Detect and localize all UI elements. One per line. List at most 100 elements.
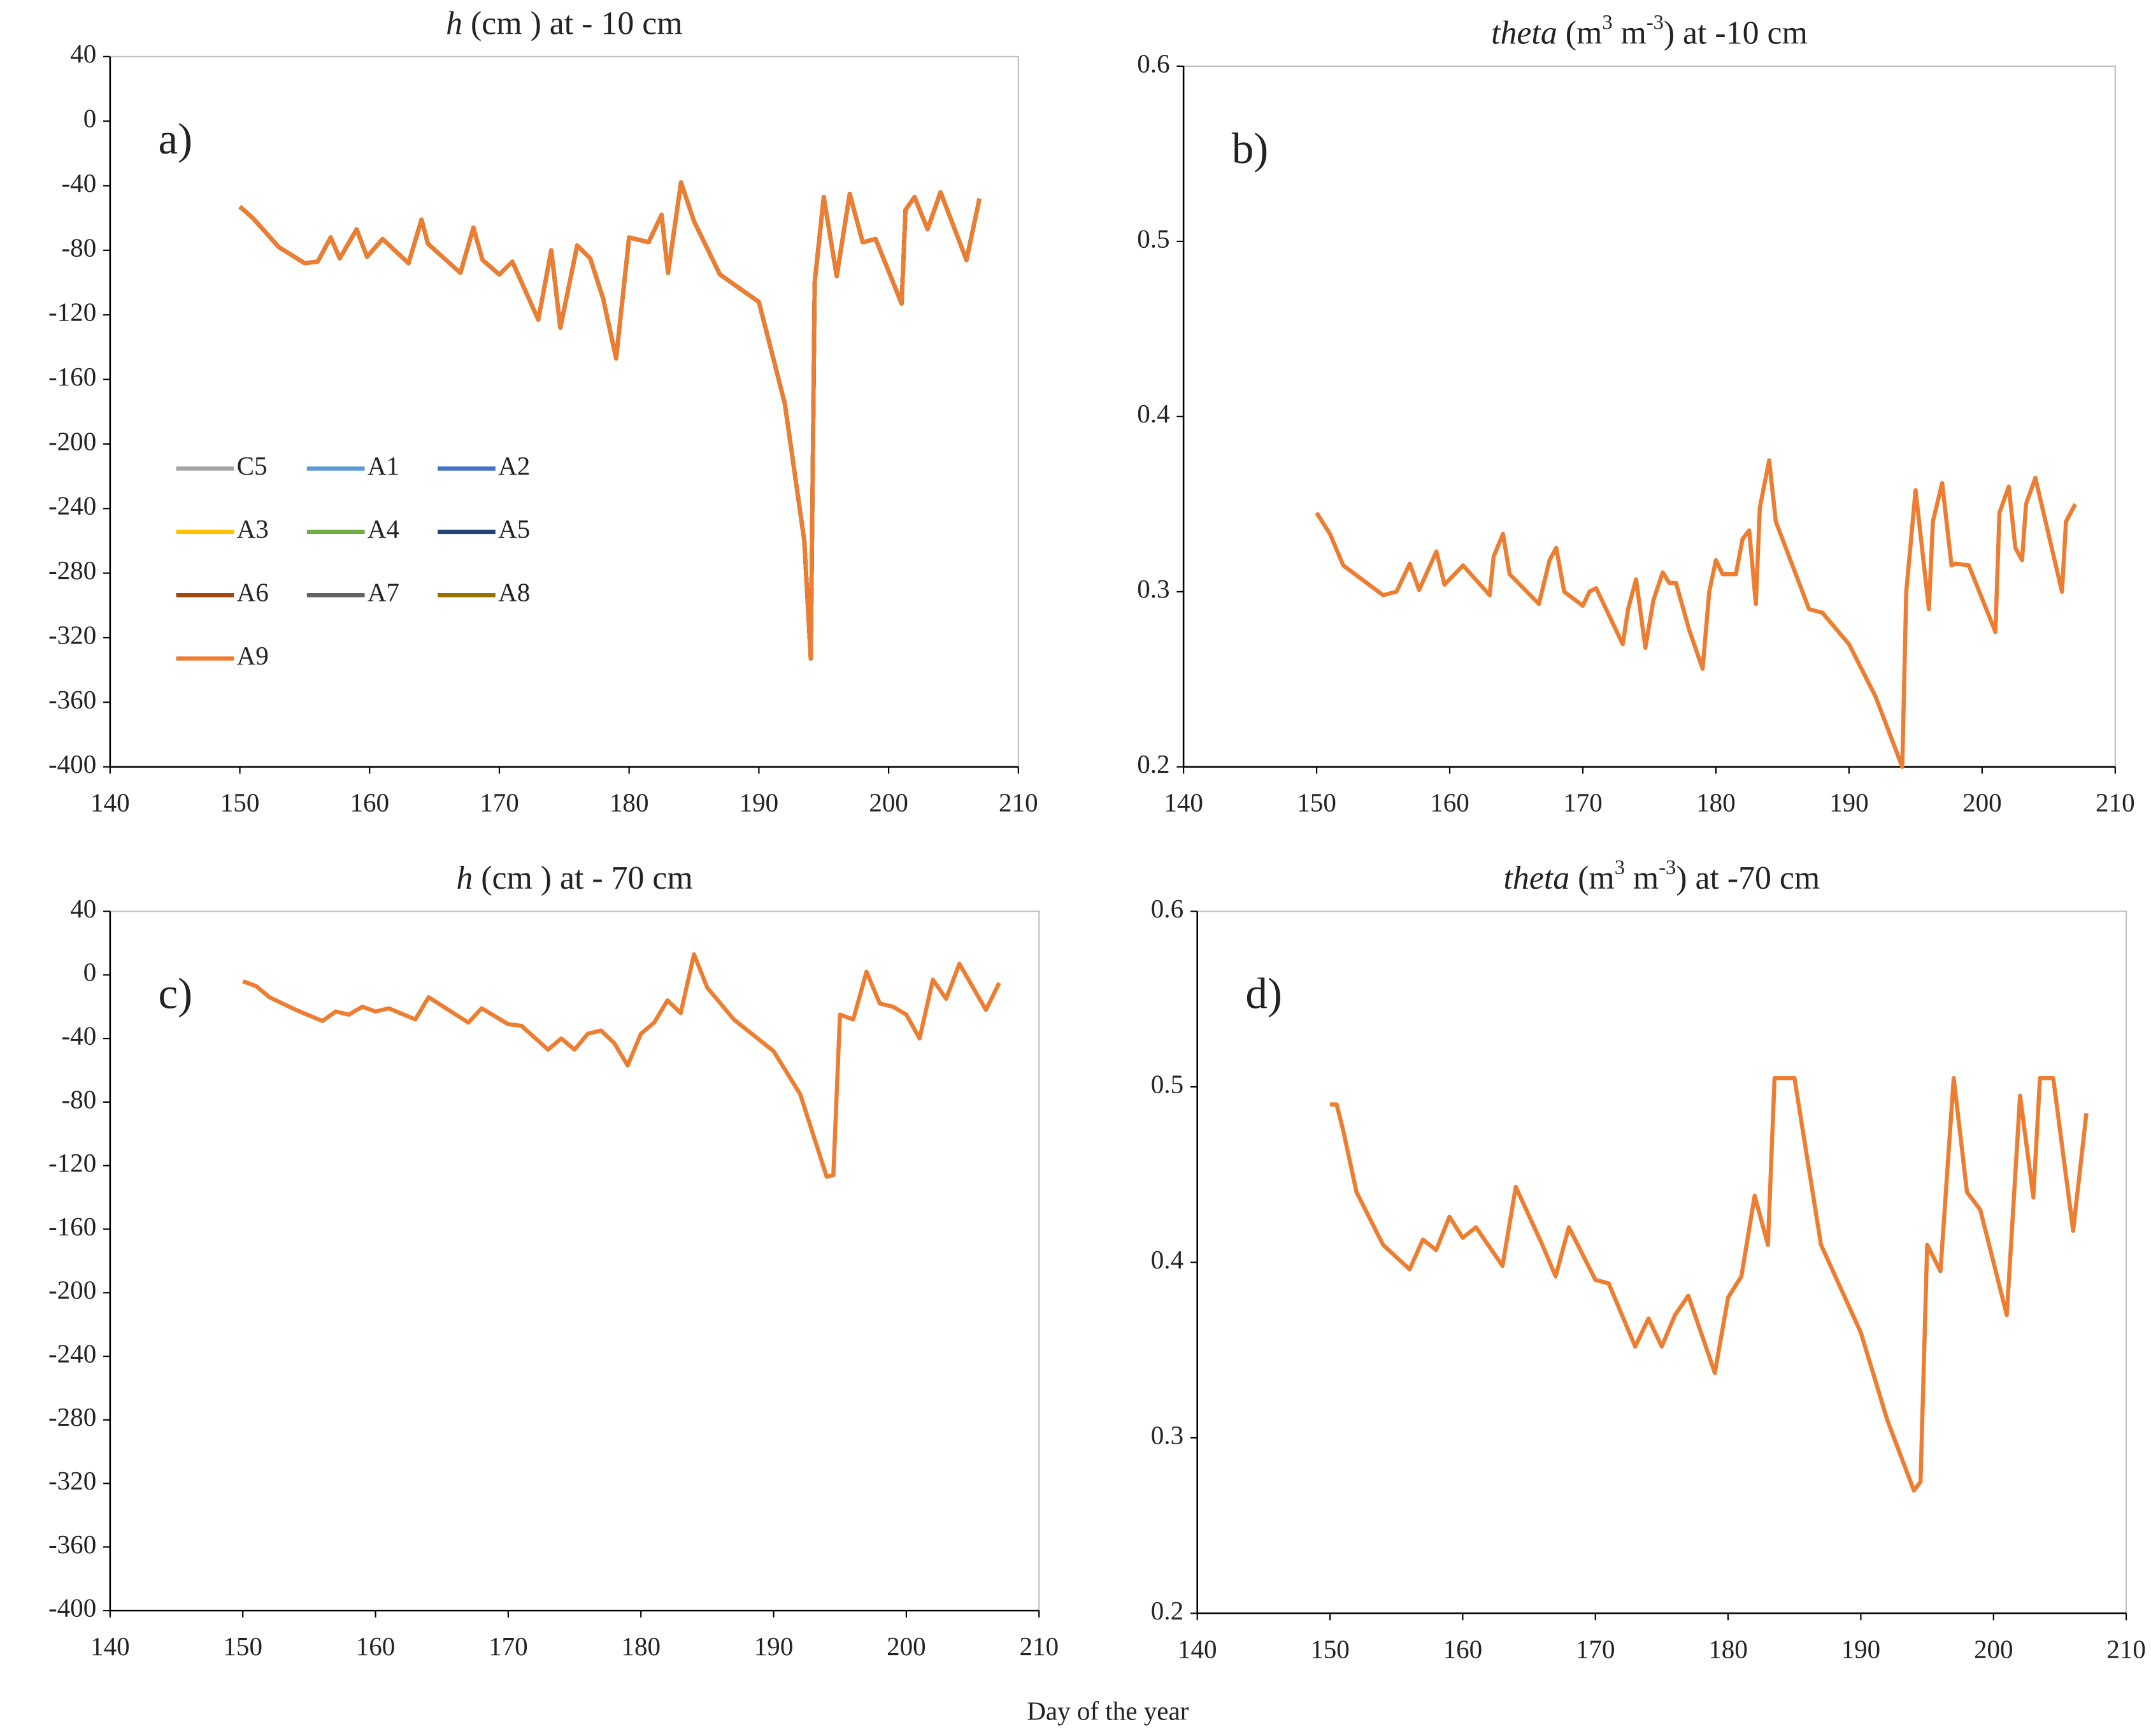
y-tick-label: -320 bbox=[48, 620, 96, 649]
x-tick-label: 200 bbox=[869, 788, 908, 817]
series-line bbox=[238, 180, 982, 661]
legend-label: A9 bbox=[237, 641, 269, 670]
x-tick-label: 140 bbox=[90, 1632, 130, 1661]
x-tick-label: 140 bbox=[1164, 788, 1203, 817]
y-tick-label: 0.3 bbox=[1151, 1420, 1183, 1449]
y-tick-label: -400 bbox=[48, 749, 96, 778]
title-part: h bbox=[446, 5, 462, 41]
x-tick-label: 170 bbox=[480, 788, 519, 817]
x-tick-label: 180 bbox=[621, 1632, 661, 1661]
x-tick-label: 160 bbox=[1430, 788, 1469, 817]
series-line bbox=[1315, 458, 2078, 769]
legend-label: A5 bbox=[498, 514, 530, 543]
y-tick-label: 40 bbox=[70, 39, 96, 68]
y-tick-label: -400 bbox=[48, 1593, 96, 1623]
y-tick-label: -320 bbox=[48, 1466, 96, 1495]
legend-label: A8 bbox=[498, 578, 530, 607]
panel-label: d) bbox=[1245, 969, 1282, 1018]
series-line bbox=[238, 180, 982, 661]
legend-label: C5 bbox=[237, 451, 268, 480]
x-tick-label: 210 bbox=[2106, 1634, 2146, 1663]
title-part: -3 bbox=[1659, 856, 1676, 879]
y-tick-label: -120 bbox=[48, 1148, 96, 1177]
chart-title: h (cm ) at - 70 cm bbox=[456, 860, 692, 896]
series-line bbox=[238, 180, 982, 661]
series-line bbox=[238, 180, 982, 661]
plot-frame bbox=[1183, 65, 2116, 768]
title-part: ) at -70 cm bbox=[1676, 860, 1820, 896]
series-line bbox=[238, 180, 982, 661]
x-tick-label: 180 bbox=[1708, 1634, 1748, 1663]
title-part: -3 bbox=[1647, 11, 1664, 34]
y-tick-label: -200 bbox=[48, 426, 96, 456]
y-tick-label: -360 bbox=[48, 685, 96, 714]
y-tick-label: 0.2 bbox=[1137, 749, 1169, 778]
y-tick-label: -80 bbox=[62, 1084, 97, 1114]
legend-label: A4 bbox=[368, 514, 399, 543]
title-part: (m bbox=[1557, 15, 1603, 51]
x-tick-label: 150 bbox=[223, 1632, 262, 1661]
x-tick-label: 180 bbox=[1696, 788, 1736, 817]
y-tick-label: -240 bbox=[48, 1338, 96, 1368]
y-tick-label: 0.3 bbox=[1137, 574, 1169, 603]
y-tick-label: -160 bbox=[48, 362, 96, 391]
x-tick-label: 180 bbox=[610, 788, 649, 817]
y-tick-label: 0.4 bbox=[1151, 1245, 1183, 1274]
panel-label: a) bbox=[158, 114, 192, 163]
legend-label: A3 bbox=[237, 514, 269, 543]
x-tick-label: 190 bbox=[1841, 1634, 1881, 1663]
series-line bbox=[238, 180, 982, 661]
title-part: (m bbox=[1569, 860, 1615, 896]
legend-label: A6 bbox=[237, 578, 269, 607]
chart-title: h (cm ) at - 10 cm bbox=[446, 5, 682, 41]
y-tick-label: -360 bbox=[48, 1530, 96, 1559]
chart-title: theta (m3 m-3) at -70 cm bbox=[1504, 856, 1820, 896]
y-tick-label: 0.4 bbox=[1137, 399, 1169, 428]
title-part: ) at -10 cm bbox=[1664, 15, 1808, 51]
series-line bbox=[1330, 1076, 2089, 1493]
y-tick-label: 0.2 bbox=[1151, 1596, 1183, 1625]
x-tick-label: 150 bbox=[1310, 1634, 1350, 1663]
x-tick-label: 140 bbox=[90, 788, 130, 817]
y-tick-label: -280 bbox=[48, 1402, 96, 1431]
panel-label: b) bbox=[1232, 124, 1269, 173]
legend-label: A1 bbox=[368, 451, 399, 480]
legend-label: A7 bbox=[368, 578, 399, 607]
x-tick-label: 210 bbox=[2096, 788, 2135, 817]
chart-title: theta (m3 m-3) at -10 cm bbox=[1491, 11, 1808, 51]
title-part: m bbox=[1613, 15, 1647, 51]
x-tick-label: 160 bbox=[1443, 1634, 1483, 1663]
series-line bbox=[238, 180, 982, 661]
series-line bbox=[238, 180, 982, 661]
legend-label: A2 bbox=[498, 451, 530, 480]
x-axis-label: Day of the year bbox=[1027, 1697, 1189, 1726]
x-tick-label: 200 bbox=[887, 1632, 926, 1661]
y-tick-label: -80 bbox=[62, 233, 97, 262]
panel-label: c) bbox=[158, 969, 192, 1018]
series-line bbox=[238, 180, 982, 661]
x-tick-label: 200 bbox=[1962, 788, 2002, 817]
title-part: (cm ) at - 10 cm bbox=[462, 5, 683, 41]
y-tick-label: -40 bbox=[62, 168, 97, 197]
y-tick-label: 0.5 bbox=[1151, 1069, 1183, 1098]
x-tick-label: 190 bbox=[740, 788, 779, 817]
title-part: 3 bbox=[1615, 856, 1625, 879]
y-tick-label: -40 bbox=[62, 1021, 97, 1051]
y-tick-label: -240 bbox=[48, 491, 96, 520]
x-tick-label: 190 bbox=[1829, 788, 1869, 817]
x-tick-label: 170 bbox=[489, 1632, 528, 1661]
x-tick-label: 170 bbox=[1576, 1634, 1615, 1663]
plot-frame bbox=[1196, 910, 2127, 1614]
title-part: m bbox=[1625, 860, 1659, 896]
x-tick-label: 210 bbox=[1019, 1632, 1059, 1661]
y-tick-label: 40 bbox=[70, 894, 96, 923]
y-tick-label: 0.6 bbox=[1151, 894, 1183, 923]
title-part: (cm ) at - 70 cm bbox=[473, 860, 693, 896]
x-tick-label: 200 bbox=[1974, 1634, 2013, 1663]
x-tick-label: 150 bbox=[220, 788, 260, 817]
x-tick-label: 210 bbox=[999, 788, 1038, 817]
y-tick-label: -160 bbox=[48, 1212, 96, 1241]
x-tick-label: 170 bbox=[1563, 788, 1603, 817]
